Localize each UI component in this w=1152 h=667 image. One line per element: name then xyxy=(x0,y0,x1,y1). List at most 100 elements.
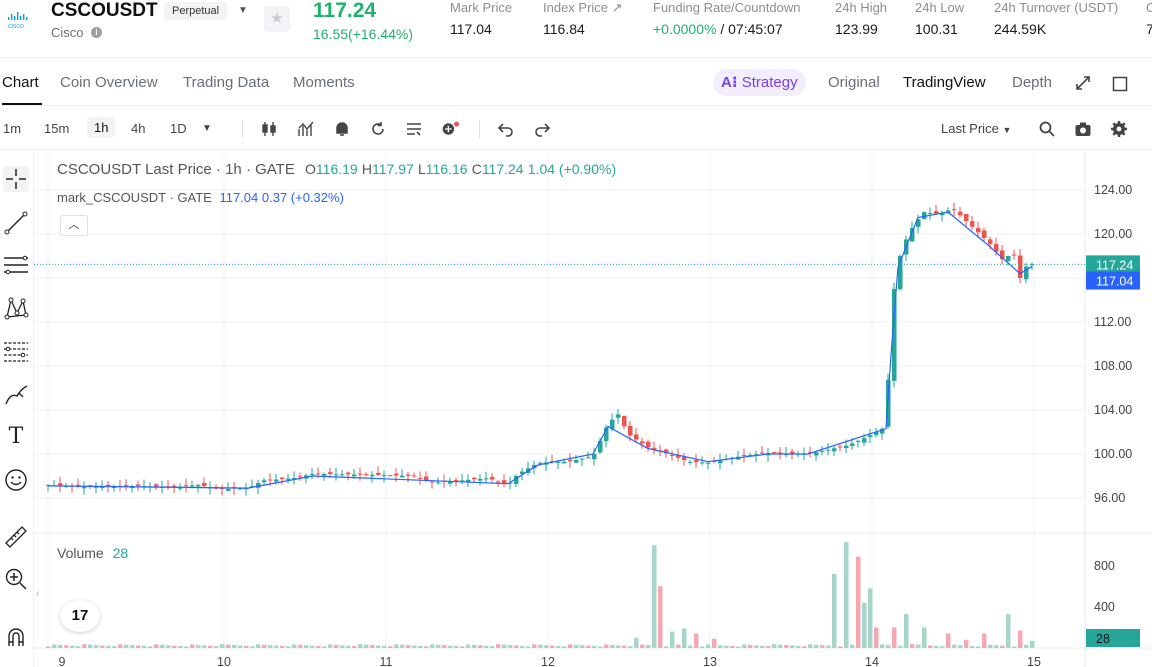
price-change: 16.55(+16.44%) xyxy=(313,26,414,42)
volume-bar xyxy=(736,646,741,648)
volume-bar xyxy=(88,644,93,648)
candle xyxy=(700,462,705,464)
add-plugin-icon[interactable] xyxy=(441,120,459,138)
price-tick-label: 108.00 xyxy=(1094,359,1132,373)
brush-icon[interactable] xyxy=(3,382,29,408)
tradingview-logo[interactable]: 17 xyxy=(60,600,100,632)
volume-bar xyxy=(46,646,51,648)
price-type-select[interactable]: Last Price ▼ xyxy=(941,121,1011,136)
volume-bar xyxy=(988,644,993,648)
trend-line-icon[interactable] xyxy=(3,210,29,236)
fib-retracement-icon[interactable] xyxy=(3,338,29,364)
info-icon[interactable]: i xyxy=(91,27,102,38)
templates-icon[interactable] xyxy=(405,120,423,138)
volume-bar xyxy=(718,645,723,648)
tab-trading-data[interactable]: Trading Data xyxy=(183,74,270,91)
chart-legend-mark: mark_CSCOUSDT · GATE 117.04 0.37 (+0.32%… xyxy=(57,190,344,205)
volume-bar xyxy=(676,644,681,648)
fullscreen-icon[interactable] xyxy=(1112,76,1128,92)
candle-type-icon[interactable] xyxy=(261,120,279,138)
candle xyxy=(868,435,873,438)
ai-icon: A⁝ xyxy=(721,74,742,91)
candle xyxy=(154,484,159,487)
interval-1d[interactable]: 1D xyxy=(170,121,187,136)
candle xyxy=(136,484,141,486)
strategy-button[interactable]: A⁝ Strategy xyxy=(713,69,806,96)
symbol-name[interactable]: CSCOUSDT xyxy=(51,0,158,21)
camera-icon[interactable] xyxy=(1074,120,1092,138)
tab-moments[interactable]: Moments xyxy=(293,74,355,91)
settings-gear-icon[interactable] xyxy=(1110,120,1128,138)
candle xyxy=(460,480,465,482)
redo-icon[interactable] xyxy=(533,120,551,138)
price-tick-label: 120.00 xyxy=(1094,227,1132,241)
volume-bar xyxy=(118,644,123,648)
interval-1m[interactable]: 1m xyxy=(3,121,22,136)
volume-bar xyxy=(424,646,429,648)
tab-chart[interactable]: Chart xyxy=(2,74,39,91)
volume-bar xyxy=(550,645,555,648)
stat-value: 116.84 xyxy=(543,21,585,37)
candle xyxy=(292,477,297,480)
candle xyxy=(334,474,339,476)
legend-l-label: L xyxy=(417,161,426,177)
text-tool-icon[interactable]: T xyxy=(8,424,24,449)
candle xyxy=(274,479,279,482)
chart-legend-main: CSCOUSDT Last Price · 1h · GATE O116.19 … xyxy=(57,161,616,178)
search-icon[interactable] xyxy=(1038,120,1056,138)
indicators-icon[interactable] xyxy=(297,120,315,138)
candle xyxy=(574,459,579,463)
volume-bar xyxy=(358,644,363,648)
tab-tradingview[interactable]: TradingView xyxy=(903,74,986,91)
volume-bar xyxy=(952,644,957,648)
collapse-legend-button[interactable]: ︿ xyxy=(60,215,88,236)
candle xyxy=(436,482,441,484)
volume-bar xyxy=(910,644,915,648)
tab-original[interactable]: Original xyxy=(828,74,880,91)
favorite-star-icon[interactable]: ★ xyxy=(264,6,290,32)
interval-1h[interactable]: 1h xyxy=(87,117,116,138)
volume-bar xyxy=(478,645,483,648)
volume-tick-label: 800 xyxy=(1094,559,1115,573)
pattern-tool-icon[interactable] xyxy=(3,295,29,321)
candle xyxy=(760,452,765,454)
volume-bar xyxy=(868,588,873,648)
candle xyxy=(970,221,975,227)
volume-bar xyxy=(880,644,885,648)
volume-bar xyxy=(724,645,729,648)
tab-coin-overview[interactable]: Coin Overview xyxy=(60,74,158,91)
crosshair-icon[interactable] xyxy=(3,166,29,192)
legend-low: 116.16 xyxy=(425,161,468,177)
emoji-icon[interactable] xyxy=(3,467,29,493)
volume-bar xyxy=(628,646,633,648)
interval-dropdown-icon[interactable]: ▼ xyxy=(202,123,212,134)
tab-depth[interactable]: Depth xyxy=(1012,74,1053,91)
expand-icon[interactable] xyxy=(1075,75,1091,91)
volume-bar xyxy=(634,637,639,648)
undo-icon[interactable] xyxy=(497,120,515,138)
price-chart[interactable]: 124.00120.00116.00112.00108.00104.00100.… xyxy=(34,152,1152,667)
time-tick-label: 14 xyxy=(865,655,879,667)
interval-4h[interactable]: 4h xyxy=(131,121,146,136)
zoom-in-icon[interactable] xyxy=(3,566,29,592)
replay-icon[interactable] xyxy=(369,120,387,138)
volume-bar xyxy=(1024,644,1029,648)
candle xyxy=(184,485,189,487)
candle xyxy=(580,458,585,460)
volume-bar xyxy=(382,645,387,648)
chevron-left-icon[interactable]: ‹ xyxy=(36,588,40,599)
volume-bar xyxy=(658,586,663,648)
volume-bar xyxy=(916,644,921,648)
volume-bar xyxy=(472,644,477,648)
candle xyxy=(664,449,669,454)
magnet-icon[interactable] xyxy=(3,624,29,650)
interval-15m[interactable]: 15m xyxy=(44,121,70,136)
volume-bar xyxy=(316,646,321,648)
volume-bar xyxy=(496,644,501,648)
alert-bell-icon[interactable] xyxy=(333,120,351,138)
volume-bar xyxy=(808,644,813,648)
ruler-icon[interactable] xyxy=(3,524,29,550)
horizontal-lines-icon[interactable] xyxy=(3,252,29,278)
symbol-dropdown-icon[interactable]: ▼ xyxy=(238,5,248,16)
candle xyxy=(928,213,933,215)
